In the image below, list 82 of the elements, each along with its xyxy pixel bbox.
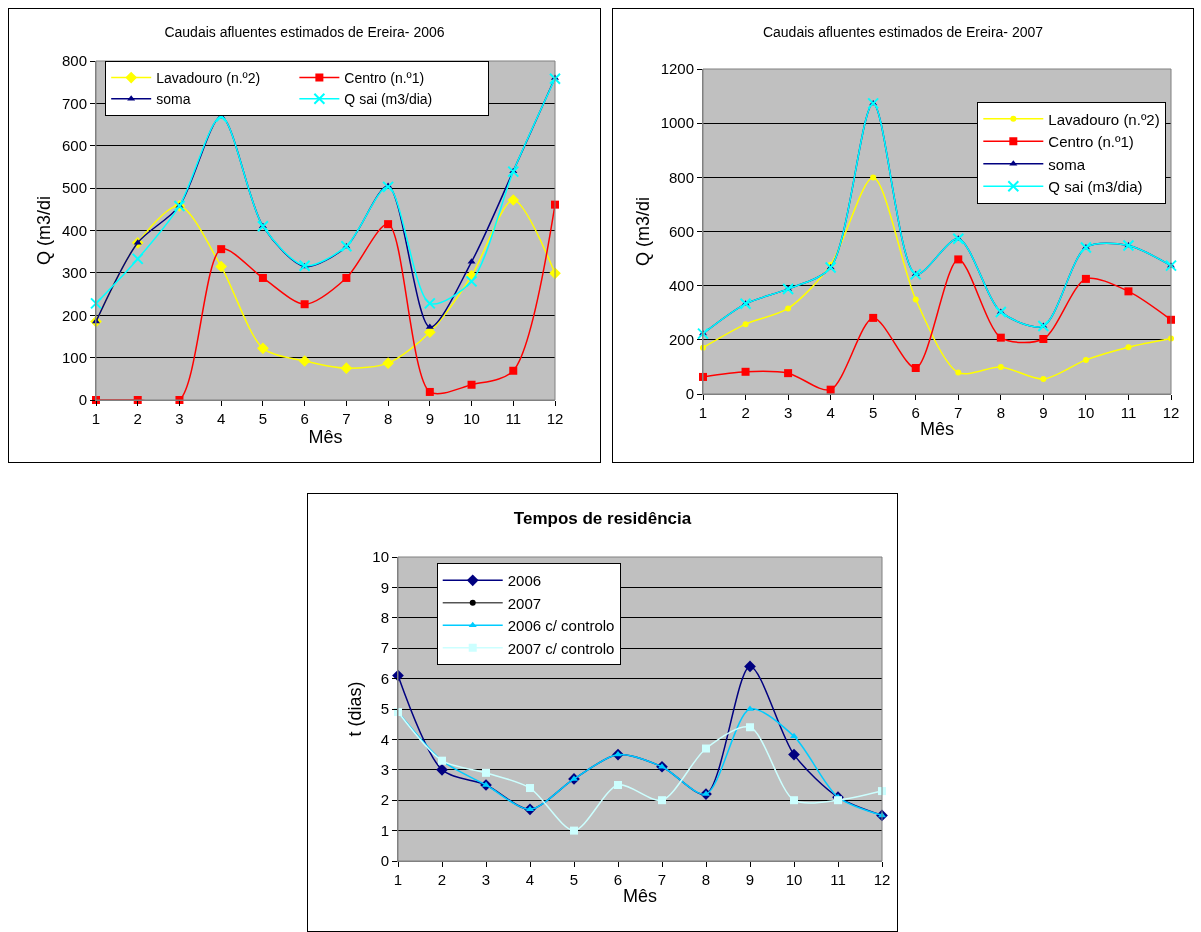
legend-label: 2007 c/ controlo [507, 639, 615, 657]
y-tick-label: 300 [61, 264, 87, 282]
x-tick-label: 12 [1162, 404, 1180, 421]
x-tick-label: 3 [481, 871, 491, 888]
x-axis-title: Mês [622, 886, 658, 907]
legend-label: soma [1048, 155, 1086, 173]
y-tick-label: 200 [61, 306, 87, 324]
x-tick-label: 10 [785, 871, 803, 888]
x-tick-label: 8 [996, 404, 1005, 421]
x-tick-label: 3 [783, 404, 793, 421]
y-tick-label: 3 [380, 761, 389, 779]
x-tick-label: 6 [300, 410, 309, 427]
x-tick-label: 1 [91, 410, 101, 427]
x-tick-label: 4 [217, 410, 226, 427]
legend-label: Lavadouro (n.º2) [156, 70, 261, 87]
y-axis-title: Q (m3/di [34, 195, 55, 266]
x-tick-label: 7 [954, 404, 963, 421]
chart-title: Caudais afluentes estimados de Ereira- 2007 [762, 23, 1044, 40]
y-axis-title: Q (m3/di [632, 196, 653, 267]
x-tick-label: 4 [525, 871, 535, 888]
chart-title: Tempos de residência [513, 508, 692, 528]
y-tick-label: 10 [372, 548, 389, 566]
y-tick-label: 5 [380, 700, 389, 718]
x-tick-label: 5 [258, 410, 268, 427]
x-tick-label: 6 [613, 871, 623, 888]
chart-title: Caudais afluentes estimados de Ereira- 2006 [164, 23, 445, 40]
x-tick-label: 1 [698, 404, 708, 421]
legend-label: 2007 [507, 594, 542, 612]
x-tick-label: 3 [175, 410, 184, 427]
legend-label: Centro (n.º1) [1048, 133, 1134, 151]
x-tick-label: 6 [911, 404, 920, 421]
y-axis-title: t (dias) [344, 681, 365, 737]
x-tick-label: 10 [1077, 404, 1095, 421]
legend-label: 2006 c/ controlo [507, 617, 615, 635]
x-tick-label: 9 [745, 871, 755, 888]
x-tick-label: 9 [425, 410, 434, 427]
legend-label: Q sai (m3/dia) [344, 91, 433, 108]
y-tick-label: 700 [61, 94, 87, 112]
y-tick-label: 8 [380, 609, 389, 627]
legend-label: Lavadouro (n.º2) [1048, 110, 1160, 128]
y-tick-label: 9 [380, 578, 389, 596]
y-tick-label: 4 [380, 730, 389, 748]
y-tick-label: 6 [380, 669, 389, 687]
x-tick-label: 2 [133, 410, 142, 427]
x-tick-label: 5 [869, 404, 878, 421]
y-tick-label: 1000 [660, 114, 694, 132]
x-tick-label: 9 [1039, 404, 1048, 421]
x-tick-label: 5 [569, 871, 579, 888]
y-tick-label: 100 [61, 348, 87, 366]
y-tick-label: 0 [78, 391, 87, 409]
y-tick-label: 1200 [660, 60, 694, 78]
x-tick-label: 11 [1120, 404, 1137, 421]
y-tick-label: 1 [380, 821, 389, 839]
x-tick-label: 2 [437, 871, 447, 888]
x-tick-label: 8 [701, 871, 711, 888]
y-tick-label: 7 [380, 639, 389, 657]
x-tick-label: 7 [342, 410, 351, 427]
y-tick-label: 200 [668, 331, 694, 349]
x-tick-label: 12 [873, 871, 891, 888]
x-tick-label: 11 [830, 871, 846, 888]
x-tick-label: 1 [393, 871, 403, 888]
y-tick-label: 600 [668, 222, 694, 240]
x-axis-title: Mês [308, 427, 343, 447]
y-tick-label: 2 [380, 791, 389, 809]
y-tick-label: 0 [685, 385, 694, 403]
y-tick-label: 800 [61, 52, 87, 70]
x-axis-title: Mês [919, 419, 955, 440]
x-tick-label: 12 [546, 410, 564, 427]
x-tick-label: 10 [463, 410, 480, 427]
y-tick-label: 400 [61, 221, 87, 239]
y-tick-label: 600 [61, 137, 87, 154]
legend-label: Centro (n.º1) [344, 70, 425, 87]
x-tick-label: 11 [505, 410, 522, 427]
y-tick-label: 800 [668, 168, 694, 186]
legend-label: Q sai (m3/dia) [1048, 178, 1143, 196]
legend-label: soma [156, 91, 191, 108]
x-tick-label: 4 [826, 404, 835, 421]
legend-label: 2006 [507, 572, 542, 590]
y-tick-label: 0 [380, 852, 389, 870]
y-tick-label: 400 [668, 276, 694, 294]
y-tick-label: 500 [61, 179, 87, 197]
x-tick-label: 2 [741, 404, 750, 421]
